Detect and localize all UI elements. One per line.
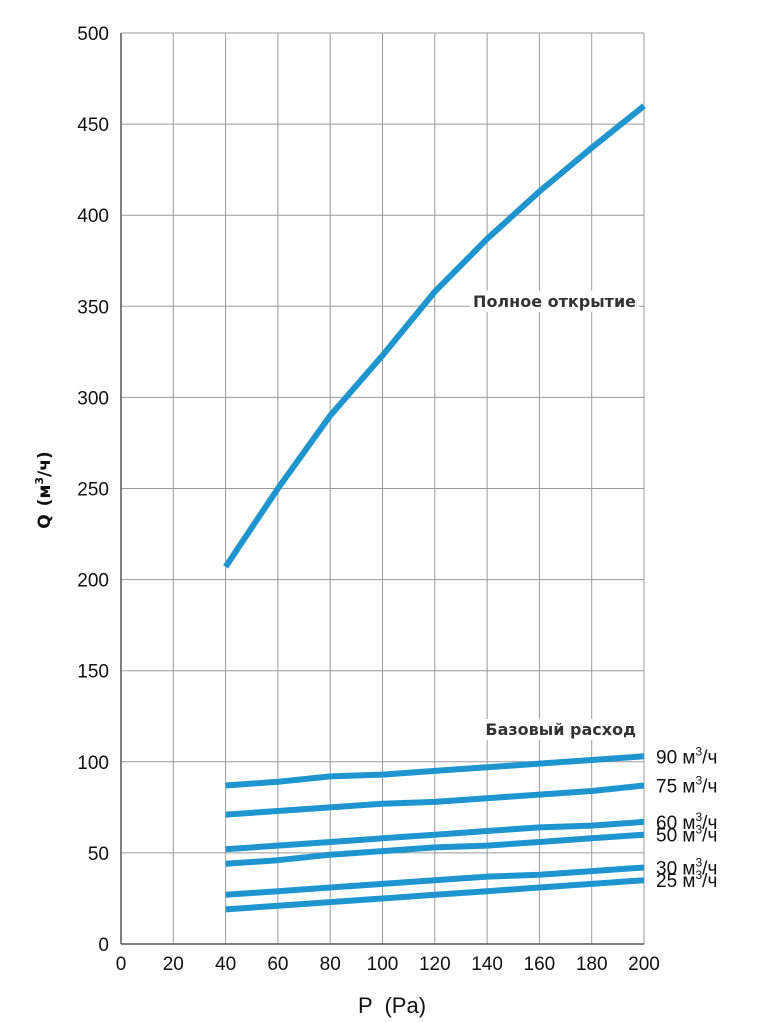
series-label-value: 90 xyxy=(656,747,682,768)
x-tick-label: 40 xyxy=(215,954,236,975)
series-labels: 90 м3/ч75 м3/ч60 м3/ч50 м3/ч30 м3/ч25 м3… xyxy=(656,744,717,892)
series-label-90: 90 м3/ч xyxy=(656,744,717,768)
series-label-unit-sup: 3 xyxy=(695,744,702,758)
x-tick-label: 120 xyxy=(419,954,451,975)
series-label-value: 50 xyxy=(656,826,682,847)
series-label-unit-tail: /ч xyxy=(702,871,717,892)
grid xyxy=(121,32,645,944)
series-line-30 xyxy=(225,864,645,898)
series-label-unit-tail: /ч xyxy=(702,776,717,797)
y-axis-title-paren-open: ( xyxy=(35,499,55,507)
series-label-value: 75 xyxy=(656,776,682,797)
series-label-unit-sup: 3 xyxy=(695,823,702,837)
series-line-25 xyxy=(225,877,645,913)
series-lines xyxy=(223,103,646,913)
y-tick-label: 50 xyxy=(88,844,109,865)
y-tick-label: 100 xyxy=(77,753,109,774)
series-label-25: 25 м3/ч xyxy=(656,868,717,892)
y-tick-label: 200 xyxy=(77,571,109,592)
x-tick-label: 20 xyxy=(163,954,184,975)
x-tick-label: 80 xyxy=(320,954,341,975)
annotation-background xyxy=(470,290,640,312)
y-axis-title-unit: м xyxy=(35,485,55,499)
series-label-unit-sup: 3 xyxy=(695,773,702,787)
y-axis-title-unit-sup: 3 xyxy=(33,477,46,485)
series-label-value: 30 xyxy=(656,858,682,879)
x-tick-label: 140 xyxy=(471,954,503,975)
series-label-unit-sup: 3 xyxy=(695,868,702,882)
annotations: Полное открытие Базовый расход xyxy=(470,290,640,741)
y-tick-labels: 0 50 100 150 200 250 300 350 400 450 500 xyxy=(77,24,109,956)
series-line-60 xyxy=(225,818,645,853)
series-label-value: 60 xyxy=(656,813,682,834)
series-label-unit-sup: 3 xyxy=(695,810,702,824)
x-tick-label: 0 xyxy=(116,954,127,975)
x-tick-label: 160 xyxy=(524,954,556,975)
series-label-unit-tail: /ч xyxy=(702,813,717,834)
annotation-base-flow: Базовый расход xyxy=(485,720,636,739)
series-label-unit: м xyxy=(682,747,695,768)
series-label-75: 75 м3/ч xyxy=(656,773,717,797)
x-tick-label: 60 xyxy=(267,954,288,975)
y-axis-title-paren-close: ) xyxy=(35,451,55,459)
x-tick-label: 200 xyxy=(628,954,660,975)
series-line-75 xyxy=(225,782,645,818)
y-tick-label: 150 xyxy=(77,662,109,683)
y-axis-title-main: Q xyxy=(35,514,55,528)
axes xyxy=(120,33,644,945)
series-label-unit-tail: /ч xyxy=(702,747,717,768)
series-line-50 xyxy=(225,831,645,867)
series-line-full-open xyxy=(223,103,646,569)
series-label-unit-sup: 3 xyxy=(695,855,702,869)
series-label-unit-tail: /ч xyxy=(702,858,717,879)
y-tick-label: 450 xyxy=(77,115,109,136)
series-label-unit: м xyxy=(682,858,695,879)
x-tick-labels: 0 20 40 60 80 100 120 140 160 180 200 xyxy=(116,954,660,975)
y-axis-title: Q (м3/ч) xyxy=(33,451,55,528)
x-tick-label: 100 xyxy=(367,954,399,975)
y-tick-label: 300 xyxy=(77,388,109,409)
y-tick-label: 0 xyxy=(98,935,109,956)
annotation-full-open: Полное открытие xyxy=(473,292,636,311)
x-axis-title: P (Pa) xyxy=(358,993,426,1018)
y-tick-label: 250 xyxy=(77,480,109,501)
series-label-unit-tail: /ч xyxy=(702,826,717,847)
y-tick-label: 400 xyxy=(77,206,109,227)
series-label-unit: м xyxy=(682,813,695,834)
series-label-60: 60 м3/ч xyxy=(656,810,717,834)
x-tick-label: 180 xyxy=(576,954,608,975)
series-label-unit: м xyxy=(682,871,695,892)
series-label-value: 25 xyxy=(656,871,682,892)
annotation-background xyxy=(482,719,640,741)
series-label-unit: м xyxy=(682,776,695,797)
y-tick-label: 350 xyxy=(77,297,109,318)
series-label-30: 30 м3/ч xyxy=(656,855,717,879)
series-label-unit: м xyxy=(682,826,695,847)
series-label-50: 50 м3/ч xyxy=(656,823,717,847)
y-tick-label: 500 xyxy=(77,24,109,45)
series-line-90 xyxy=(225,753,645,789)
y-axis-title-unit-tail: /ч xyxy=(35,459,55,477)
